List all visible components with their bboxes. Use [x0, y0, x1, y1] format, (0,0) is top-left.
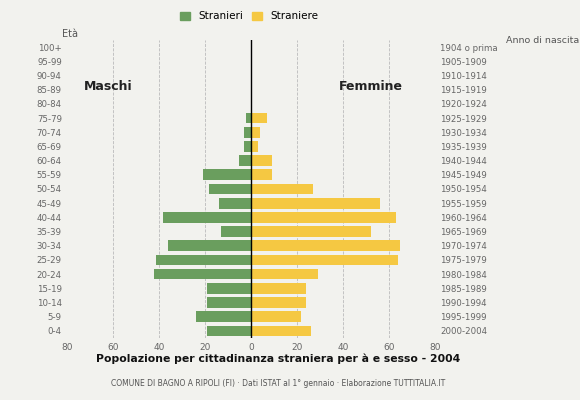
Bar	[202, 170, 251, 180]
Bar	[251, 326, 311, 336]
Bar	[251, 212, 396, 223]
Bar	[251, 198, 380, 208]
Text: Femmine: Femmine	[339, 80, 403, 93]
Bar	[251, 240, 400, 251]
Bar	[251, 311, 302, 322]
Bar	[209, 184, 251, 194]
Bar	[244, 127, 251, 138]
Bar	[251, 155, 271, 166]
Bar	[244, 141, 251, 152]
Bar	[251, 226, 371, 237]
Bar	[168, 240, 251, 251]
Bar	[251, 269, 318, 280]
Bar	[251, 127, 260, 138]
Legend: Stranieri, Straniere: Stranieri, Straniere	[176, 7, 323, 26]
Text: COMUNE DI BAGNO A RIPOLI (FI) · Dati ISTAT al 1° gennaio · Elaborazione TUTTITAL: COMUNE DI BAGNO A RIPOLI (FI) · Dati IST…	[111, 379, 445, 388]
Bar	[207, 283, 251, 294]
Bar	[157, 255, 251, 265]
Bar	[207, 297, 251, 308]
Text: Maschi: Maschi	[84, 80, 132, 93]
Bar	[154, 269, 251, 280]
Bar	[219, 198, 251, 208]
Bar	[251, 113, 267, 123]
Bar	[251, 297, 306, 308]
Bar	[251, 170, 271, 180]
Bar	[195, 311, 251, 322]
Text: Anno di nascita: Anno di nascita	[506, 36, 579, 45]
Bar	[164, 212, 251, 223]
Bar	[240, 155, 251, 166]
Text: Popolazione per cittadinanza straniera per à e sesso - 2004: Popolazione per cittadinanza straniera p…	[96, 354, 461, 364]
Bar	[251, 184, 313, 194]
Bar	[251, 255, 398, 265]
Bar	[251, 141, 258, 152]
Text: Età: Età	[62, 28, 78, 38]
Bar	[207, 326, 251, 336]
Bar	[221, 226, 251, 237]
Bar	[246, 113, 251, 123]
Bar	[251, 283, 306, 294]
